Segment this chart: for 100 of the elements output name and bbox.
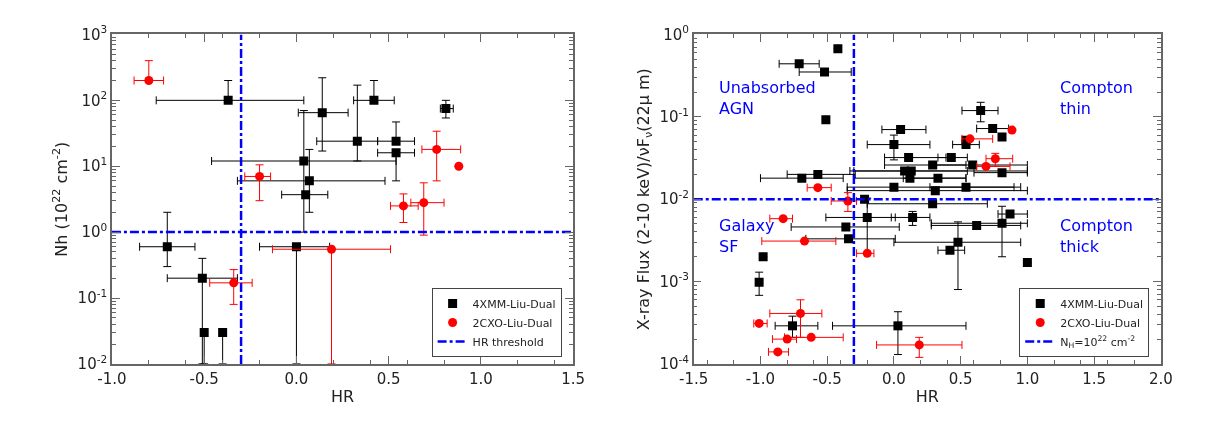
point: [758, 252, 768, 262]
point: [1005, 209, 1015, 219]
point: [841, 222, 851, 232]
point: [972, 220, 982, 230]
annotation: Unabsorbed AGN: [719, 78, 816, 118]
point: [223, 95, 233, 105]
point: [889, 140, 899, 150]
point: [317, 108, 327, 118]
x-tick-label: 0.0: [284, 369, 309, 388]
point: [304, 176, 314, 186]
x-axis-title: HR: [330, 386, 355, 406]
y-tick-label: 10$^{-3}$: [659, 270, 689, 291]
point: [928, 160, 938, 170]
x-tick-label: 1.5: [1082, 369, 1107, 388]
y-tick-label: 10$^{3}$: [81, 23, 108, 44]
x-tick-label: 0.5: [948, 369, 973, 388]
legend-label: 2CXO-Liu-Dual: [1060, 316, 1141, 330]
point: [796, 308, 805, 318]
x-tick-label: -1.5: [679, 369, 709, 388]
point: [806, 332, 816, 342]
point: [820, 67, 830, 77]
point: [419, 198, 429, 208]
legend-label: 4XMM-Liu-Dual: [1060, 297, 1144, 311]
point: [432, 144, 442, 154]
point: [1022, 258, 1032, 268]
point: [778, 214, 788, 224]
y-tick-label: 10$^{1}$: [81, 155, 108, 176]
point: [945, 245, 955, 255]
point: [976, 106, 986, 116]
point: [896, 125, 906, 135]
point: [391, 136, 401, 146]
point: [893, 321, 903, 331]
point: [933, 173, 943, 183]
y-tick-label: 10$^{-1}$: [659, 105, 689, 127]
legend-label: N$_{H}$=10$^{22}$ cm$^{-2}$: [1060, 334, 1136, 351]
y-tick-label: 10$^{2}$: [81, 89, 108, 110]
point: [754, 277, 764, 287]
x-tick-label: -1.0: [745, 369, 776, 388]
point: [773, 347, 783, 357]
point: [981, 161, 991, 171]
x-tick-label: -1.0: [97, 369, 127, 388]
point: [1007, 125, 1017, 135]
point: [197, 273, 207, 283]
x-tick-label: 0.0: [881, 369, 906, 388]
annotation: Compton thin: [1060, 78, 1133, 118]
point: [369, 95, 379, 105]
point: [904, 153, 914, 163]
point: [352, 136, 362, 146]
y-tick-label: 10$^{-1}$: [77, 286, 108, 308]
legend-label: 2CXO-Liu-Dual: [472, 316, 553, 330]
point: [906, 166, 916, 176]
point: [997, 132, 1007, 142]
point: [229, 278, 239, 288]
point: [821, 115, 831, 125]
point: [327, 244, 336, 254]
point: [914, 340, 924, 350]
legend-label: 4XMM-Liu-Dual: [472, 297, 556, 311]
annotation: Compton thick: [1060, 216, 1133, 256]
x-axis-title: HR: [915, 386, 939, 406]
annotation: Galaxy SF: [719, 216, 775, 256]
point: [391, 148, 401, 158]
point: [997, 218, 1007, 228]
x-tick-label: -0.5: [189, 369, 219, 388]
y-tick-label: 10$^{-2}$: [659, 188, 689, 209]
point: [844, 234, 854, 244]
point: [813, 183, 823, 193]
point: [988, 124, 998, 134]
point: [218, 327, 228, 337]
point: [754, 318, 764, 328]
point: [946, 153, 956, 163]
y-tick-label: 10$^{0}$: [663, 23, 689, 44]
point: [889, 182, 899, 192]
x-tick-label: 1.5: [561, 369, 586, 388]
x-tick-label: -0.5: [812, 369, 842, 388]
point: [299, 156, 309, 166]
point: [833, 44, 843, 54]
point: [301, 190, 311, 200]
point: [965, 134, 975, 144]
x-tick-label: 0.5: [376, 369, 401, 388]
point: [908, 212, 918, 222]
legend-label: HR threshold: [472, 335, 544, 349]
point: [398, 201, 408, 211]
point: [162, 242, 172, 252]
point: [199, 327, 209, 337]
point: [800, 236, 809, 246]
point: [255, 171, 265, 181]
point: [930, 186, 940, 196]
point: [953, 237, 963, 247]
x-tick-label: 1.0: [469, 369, 493, 388]
point: [862, 212, 872, 222]
point: [454, 161, 464, 171]
point: [813, 169, 823, 179]
point: [961, 182, 971, 192]
y-tick-label: 10$^{0}$: [81, 221, 108, 242]
x-tick-label: 2.0: [1148, 369, 1173, 388]
point: [794, 59, 804, 69]
point: [997, 168, 1007, 178]
point: [862, 248, 872, 258]
point: [797, 173, 807, 183]
x-tick-label: 1.0: [1015, 369, 1040, 388]
